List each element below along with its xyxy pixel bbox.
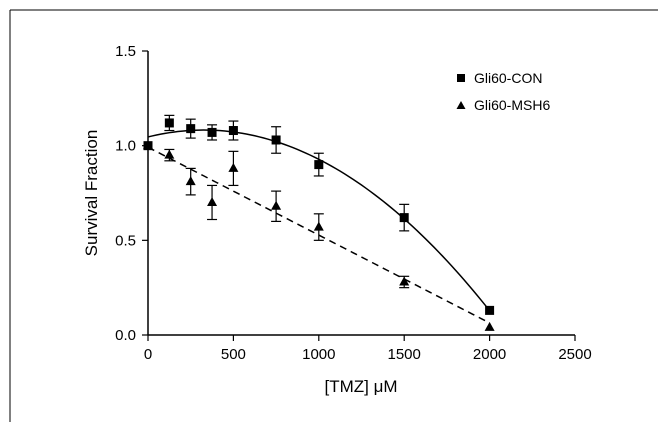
axis-ticks: 0 500 1000 1500 2000 2500 0.0 0.5 1.0 1.5: [115, 43, 592, 363]
data-point-series-0: [314, 160, 324, 170]
data-point-series-1: [313, 221, 324, 231]
plot-area: 0 500 1000 1500 2000 2500 0.0 0.5 1.0 1.5: [115, 43, 592, 363]
y-tick-label: 0.5: [115, 232, 136, 249]
legend-label-gli60-msh6: Gli60-MSH6: [474, 97, 550, 113]
data-point-series-0: [207, 127, 217, 137]
y-tick-label: 1.0: [115, 138, 136, 155]
data-point-series-0: [485, 305, 495, 315]
x-axis-title: [TMZ] μM: [324, 377, 397, 396]
data-point-series-1: [185, 176, 196, 186]
error-bars: [164, 114, 410, 289]
data-point-series-1: [207, 196, 218, 206]
y-tick-label: 0.0: [115, 327, 136, 344]
x-tick-label: 500: [221, 346, 246, 363]
data-point-series-0: [271, 135, 281, 145]
x-tick-label: 2000: [473, 346, 506, 363]
x-tick-label: 0: [144, 346, 152, 363]
x-tick-label: 2500: [558, 346, 591, 363]
x-tick-label: 1000: [302, 346, 335, 363]
data-point-series-1: [399, 276, 410, 286]
legend-marker-gli60-con: [457, 74, 465, 82]
data-point-series-0: [228, 126, 238, 136]
y-tick-label: 1.5: [115, 43, 136, 60]
y-axis-title: Survival Fraction: [82, 130, 101, 257]
legend-label-gli60-con: Gli60-CON: [474, 70, 542, 86]
data-point-series-0: [399, 213, 409, 223]
data-point-series-1: [484, 321, 495, 331]
data-point-series-1: [143, 140, 153, 150]
legend-marker-gli60-msh6: [456, 101, 466, 109]
data-markers: [143, 118, 495, 331]
data-point-series-1: [271, 200, 282, 210]
data-point-series-0: [164, 118, 174, 128]
x-tick-label: 1500: [388, 346, 421, 363]
data-point-series-0: [186, 124, 196, 134]
legend: Gli60-CON Gli60-MSH6: [456, 70, 550, 113]
data-point-series-1: [164, 149, 175, 159]
data-point-series-1: [228, 162, 239, 172]
